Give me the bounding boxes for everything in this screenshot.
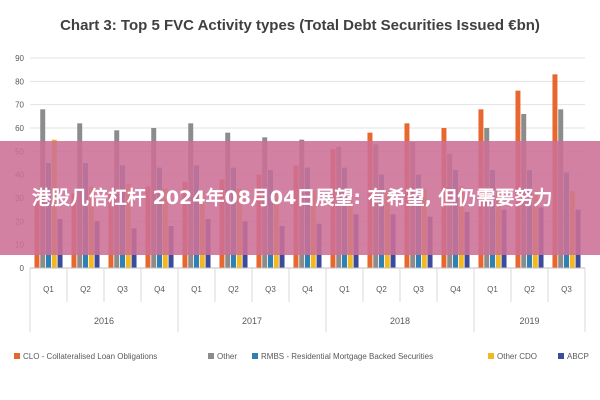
x-tick-label: Q2 xyxy=(376,285,387,294)
x-tick-label: Q3 xyxy=(117,285,128,294)
chart-legend: CLO - Collateralised Loan Obligations Oth… xyxy=(14,352,589,361)
year-label: 2019 xyxy=(519,316,539,326)
x-tick-label: Q4 xyxy=(302,285,313,294)
legend-swatch-1 xyxy=(14,353,20,359)
x-axis: Q1 Q2 Q3 Q4 Q1 Q2 Q3 Q4 Q1 Q2 Q3 Q4 Q1 Q2 Q3 2016 2017 20… xyxy=(29,267,586,332)
chart-title: Chart 3: Top 5 FVC Activity types (Total… xyxy=(60,17,540,34)
year-label: 2017 xyxy=(242,316,262,326)
y-tick-label: 80 xyxy=(15,77,24,86)
y-tick-label: 0 xyxy=(20,264,25,273)
year-label: 2016 xyxy=(94,316,114,326)
x-tick-label: Q3 xyxy=(413,285,424,294)
x-tick-label: Q2 xyxy=(80,285,91,294)
legend-label-2: Other xyxy=(217,352,237,361)
legend-label-5: ABCP xyxy=(567,352,589,361)
x-tick-label: Q1 xyxy=(191,285,202,294)
y-tick-label: 70 xyxy=(15,101,24,110)
x-tick-label: Q3 xyxy=(265,285,276,294)
overlay-banner: 港股几倍杠杆 2024年08月04日展望: 有希望, 但仍需要努力 xyxy=(0,141,600,255)
y-tick-label: 90 xyxy=(15,54,24,63)
legend-label-3: RMBS - Residential Mortgage Backed Secur… xyxy=(261,352,433,361)
legend-swatch-4 xyxy=(488,353,494,359)
legend-swatch-5 xyxy=(558,353,564,359)
legend-swatch-3 xyxy=(252,353,258,359)
x-tick-label: Q4 xyxy=(450,285,461,294)
x-tick-label: Q1 xyxy=(43,285,54,294)
year-label: 2018 xyxy=(390,316,410,326)
x-tick-label: Q4 xyxy=(154,285,165,294)
banner-headline: 港股几倍杠杆 2024年08月04日展望: 有希望, 但仍需要努力 xyxy=(32,187,553,209)
x-tick-label: Q3 xyxy=(561,285,572,294)
x-tick-label: Q2 xyxy=(228,285,239,294)
legend-label-1: CLO - Collateralised Loan Obligations xyxy=(23,352,157,361)
x-tick-label: Q1 xyxy=(339,285,350,294)
legend-swatch-2 xyxy=(208,353,214,359)
legend-label-4: Other CDO xyxy=(497,352,537,361)
x-tick-label: Q2 xyxy=(524,285,535,294)
y-tick-label: 60 xyxy=(15,124,24,133)
x-tick-label: Q1 xyxy=(487,285,498,294)
